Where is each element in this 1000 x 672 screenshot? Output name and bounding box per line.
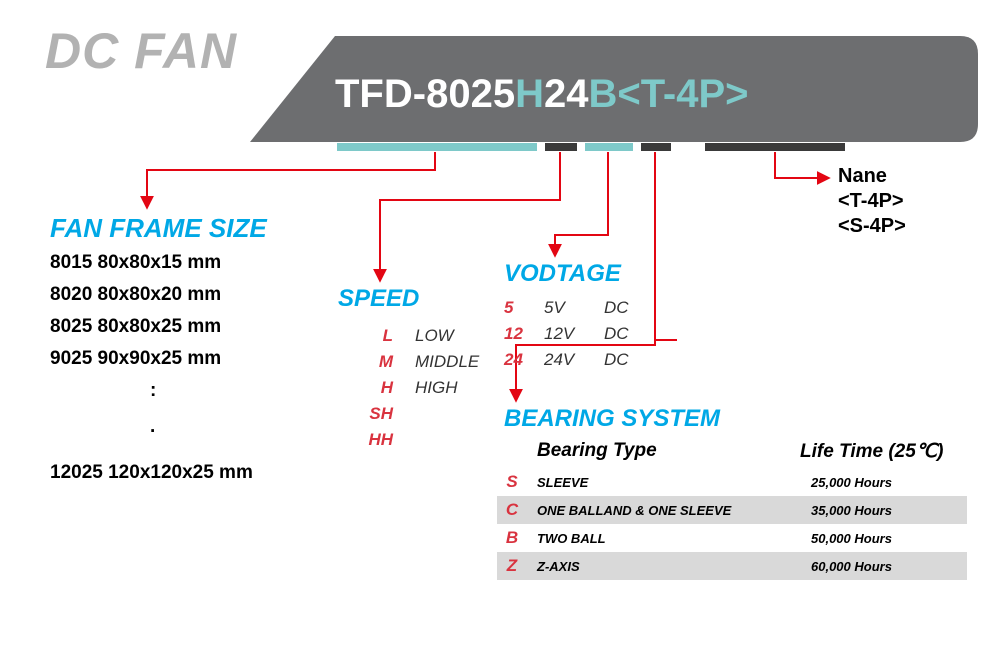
voltage-dc: DC xyxy=(604,298,629,318)
bearing-col1: Bearing Type xyxy=(537,440,657,462)
voltage-code: 12 xyxy=(504,324,544,344)
list-item: 12025 120x120x25 mm xyxy=(50,462,253,484)
voltage-volt: 5V xyxy=(544,298,604,318)
speed-code: M xyxy=(338,352,415,372)
speed-code: H xyxy=(338,378,415,398)
list-item: 8015 80x80x15 mm xyxy=(50,252,253,274)
list-item: 9025 90x90x25 mm xyxy=(50,348,253,370)
bearing-life: 25,000 Hours xyxy=(797,475,892,490)
bearing-life: 50,000 Hours xyxy=(797,531,892,546)
voltage-dc: DC xyxy=(604,350,629,370)
list-dots: . xyxy=(50,416,253,438)
speed-code: SH xyxy=(338,404,415,424)
voltage-volt: 12V xyxy=(544,324,604,344)
bearing-life: 60,000 Hours xyxy=(797,559,892,574)
speed-code: HH xyxy=(338,430,415,450)
voltage-volt: 24V xyxy=(544,350,604,370)
bearing-type: TWO BALL xyxy=(527,531,797,546)
bearing-type: SLEEVE xyxy=(527,475,797,490)
table-row: C ONE BALLAND & ONE SLEEVE 35,000 Hours xyxy=(497,496,967,524)
list-dots: : xyxy=(50,380,253,402)
suffix-box: Nane <T-4P> <S-4P> xyxy=(838,165,906,238)
frame-size-title: FAN FRAME SIZE xyxy=(50,213,267,244)
list-item: 8025 80x80x25 mm xyxy=(50,316,253,338)
suffix-title: Nane xyxy=(838,165,906,188)
speed-label: HIGH xyxy=(415,378,458,398)
table-row: B TWO BALL 50,000 Hours xyxy=(497,524,967,552)
suffix-item: <T-4P> xyxy=(838,190,906,213)
bearing-title: BEARING SYSTEM xyxy=(504,405,720,433)
bearing-code: B xyxy=(497,528,527,548)
bearing-code: Z xyxy=(497,556,527,576)
voltage-code: 5 xyxy=(504,298,544,318)
voltage-title: VODTAGE xyxy=(504,260,621,288)
bearing-code: C xyxy=(497,500,527,520)
bearing-code: S xyxy=(497,472,527,492)
speed-label: MIDDLE xyxy=(415,352,479,372)
bearing-type: ONE BALLAND & ONE SLEEVE xyxy=(527,503,797,518)
suffix-item: <S-4P> xyxy=(838,215,906,238)
voltage-table: 5 5V DC 12 12V DC 24 24V DC xyxy=(504,298,629,370)
voltage-code: 24 xyxy=(504,350,544,370)
bearing-type: Z-AXIS xyxy=(527,559,797,574)
list-item: 8020 80x80x20 mm xyxy=(50,284,253,306)
bearing-col2: Life Time (25℃) xyxy=(800,440,943,463)
bearing-life: 35,000 Hours xyxy=(797,503,892,518)
speed-title: SPEED xyxy=(338,285,419,313)
speed-label: LOW xyxy=(415,326,454,346)
frame-size-list: 8015 80x80x15 mm 8020 80x80x20 mm 8025 8… xyxy=(50,252,253,484)
table-row: Z Z-AXIS 60,000 Hours xyxy=(497,552,967,580)
voltage-dc: DC xyxy=(604,324,629,344)
bearing-table: S SLEEVE 25,000 Hours C ONE BALLAND & ON… xyxy=(497,468,967,580)
speed-code: L xyxy=(338,326,415,346)
speed-table: L LOW M MIDDLE H HIGH SH HH xyxy=(338,326,479,450)
table-row: S SLEEVE 25,000 Hours xyxy=(497,468,967,496)
